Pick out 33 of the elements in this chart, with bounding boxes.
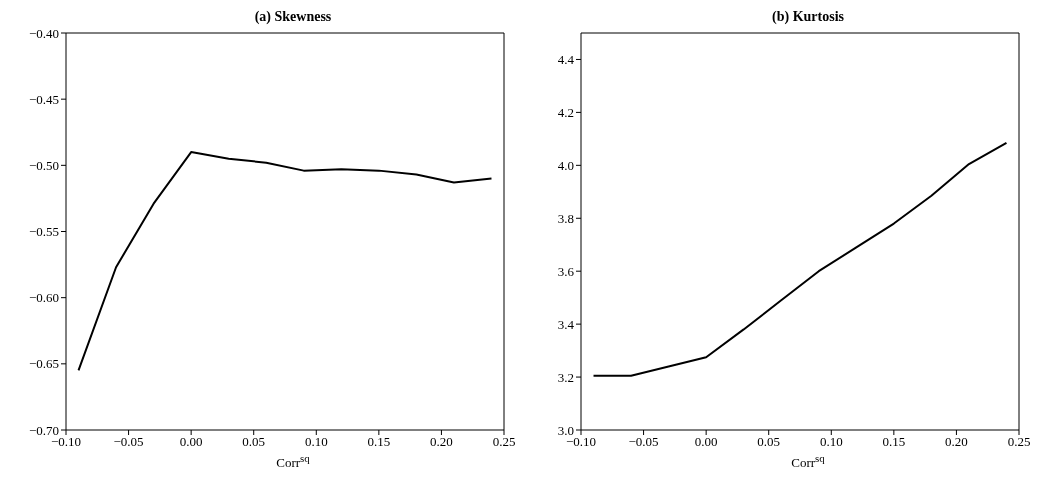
y-tick-label: 3.2 — [557, 369, 574, 385]
x-axis-title: Corr$^{sq}$ — [275, 452, 311, 472]
chart-title: (b) Kurtosis — [771, 8, 845, 26]
x-tick-label: −0.05 — [628, 434, 659, 450]
chart-title: (a) Skewness — [253, 8, 333, 26]
line-series — [592, 141, 1008, 377]
x-tick-label: 0.00 — [694, 434, 718, 450]
x-tick-label: 0.25 — [1007, 434, 1031, 450]
x-tick-label: 0.25 — [492, 434, 516, 450]
x-tick-label: 0.20 — [945, 434, 968, 450]
y-tick-label: −0.65 — [28, 356, 59, 372]
x-tick-label: 0.20 — [430, 434, 453, 450]
x-tick-label: 0.10 — [819, 434, 843, 450]
x-tick-label: 0.05 — [757, 434, 781, 450]
y-tick-label: −0.45 — [28, 91, 59, 107]
x-tick-label: 0.15 — [882, 434, 906, 450]
y-tick-label: 4.0 — [557, 157, 574, 173]
y-tick-label: 3.6 — [557, 263, 575, 279]
x-tick-label: −0.05 — [113, 434, 144, 450]
y-tick-label: −0.60 — [28, 290, 59, 306]
y-tick-label: 3.8 — [557, 210, 574, 226]
x-tick-label: 0.05 — [242, 434, 266, 450]
x-axis-title: Corr$^{sq}$ — [790, 452, 826, 472]
line-series — [77, 151, 493, 372]
y-tick-label: −0.40 — [28, 25, 59, 41]
y-tick-label: 3.4 — [557, 316, 575, 332]
y-tick-label: −0.55 — [28, 224, 59, 240]
x-tick-label: 0.00 — [179, 434, 203, 450]
y-tick-label: −0.50 — [28, 157, 59, 173]
y-tick-label: 4.4 — [557, 52, 575, 68]
y-tick-label: 4.2 — [557, 105, 574, 121]
x-tick-label: 0.15 — [367, 434, 391, 450]
x-tick-label: 0.10 — [304, 434, 328, 450]
